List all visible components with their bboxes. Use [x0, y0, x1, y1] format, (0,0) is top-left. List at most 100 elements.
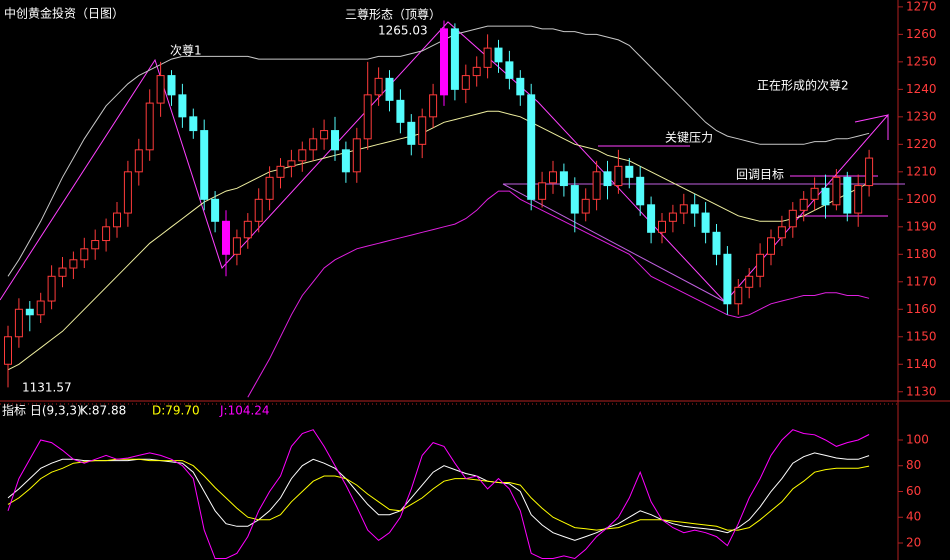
candle-body	[505, 61, 514, 79]
trend-line	[854, 114, 889, 123]
y-tick-label: 1210	[906, 164, 937, 178]
candle-body	[331, 130, 339, 151]
candle-body	[843, 176, 852, 214]
band-line	[7, 25, 870, 277]
candle-body	[603, 171, 612, 187]
y-tick-label: 1130	[906, 384, 937, 398]
y-tick-label: 1150	[906, 329, 937, 343]
y-tick-label: 20	[906, 536, 921, 550]
indicator-plot	[7, 429, 870, 560]
band-line	[247, 190, 870, 398]
candle-body	[25, 308, 34, 316]
candle-body	[712, 231, 721, 255]
candle-body	[276, 165, 285, 178]
y-tick-label: 1160	[906, 302, 937, 316]
candle-body	[47, 275, 56, 302]
y-tick-label: 1140	[906, 357, 937, 371]
low-label: 1131.57	[22, 381, 72, 395]
y-tick-label: 1240	[906, 82, 937, 96]
candle-body	[865, 157, 874, 187]
indicator-title: 指标 日(9,3,3)	[2, 403, 82, 418]
candle-body	[472, 66, 481, 77]
candle-body	[461, 75, 470, 90]
candle-body	[723, 253, 732, 305]
annotation: 三尊形态（顶尊）	[345, 7, 441, 22]
candle-body	[832, 176, 841, 206]
candle-body	[102, 226, 111, 242]
candle-body	[647, 204, 656, 233]
indicator-line	[7, 458, 870, 531]
candle-body	[374, 77, 383, 96]
candle-body	[80, 248, 89, 261]
candle-body	[538, 182, 547, 200]
candle-body	[549, 171, 557, 184]
candle-body	[243, 220, 252, 239]
y-tick-label: 1180	[906, 247, 937, 261]
candle-body	[570, 185, 579, 214]
candle-body	[134, 149, 143, 173]
annotation: 次尊1	[170, 43, 202, 58]
y-tick-label: 1270	[906, 0, 937, 13]
y-tick-label: 1200	[906, 192, 937, 206]
candle-body	[352, 138, 361, 173]
indicator-line	[7, 429, 870, 560]
candle-body	[69, 259, 78, 269]
legend-entry: K:87.88	[80, 404, 126, 418]
candle-body	[178, 94, 187, 118]
candle-body	[254, 198, 263, 222]
candle-body	[527, 94, 536, 200]
candle-body	[309, 138, 318, 151]
candle-body	[113, 212, 121, 228]
y-tick-label: 1230	[906, 109, 937, 123]
candle-body	[625, 165, 634, 178]
candle-body	[658, 220, 666, 233]
candle-body	[156, 75, 165, 104]
price-plot	[4, 20, 874, 398]
candle-body	[494, 47, 503, 63]
candle-body	[211, 198, 220, 222]
candle-body	[592, 171, 601, 200]
candle-body	[167, 75, 176, 96]
candle-body	[200, 130, 209, 200]
candle-body	[440, 28, 448, 96]
y-tick-label: 1260	[906, 27, 937, 41]
candle-body	[788, 209, 797, 228]
candle-body	[36, 300, 45, 316]
candle-body	[265, 176, 274, 200]
annotation: 回调目标	[736, 168, 784, 182]
candle-body	[745, 275, 754, 288]
candle-body	[756, 253, 765, 277]
y-tick-label: 1220	[906, 137, 937, 151]
candle-body	[341, 149, 350, 173]
y-tick-label: 80	[906, 458, 921, 472]
candle-body	[581, 198, 590, 214]
y-tick-label: 60	[906, 484, 921, 498]
candle-body	[287, 160, 296, 167]
annotation: 正在形成的次尊2	[757, 78, 849, 93]
candle-body	[516, 77, 525, 96]
candle-body	[690, 204, 699, 214]
candle-body	[668, 212, 677, 222]
candle-body	[298, 149, 307, 162]
candle-body	[123, 171, 132, 214]
candle-body	[636, 176, 645, 206]
candle-body	[429, 94, 438, 118]
candle-body	[189, 116, 198, 132]
trend-line	[502, 183, 726, 303]
legend-entry: D:79.70	[152, 404, 200, 418]
candle-body	[614, 165, 623, 187]
candle-body	[407, 121, 416, 145]
candle-body	[810, 187, 819, 200]
candle-body	[418, 116, 427, 145]
candle-body	[91, 240, 100, 250]
band-line	[7, 110, 870, 371]
candle-body	[58, 267, 67, 277]
candle-body	[767, 237, 775, 255]
candle-body	[701, 212, 710, 233]
y-tick-label: 1190	[906, 219, 937, 233]
candle-body	[483, 47, 492, 68]
candle-body	[799, 198, 808, 211]
candle-body	[363, 94, 372, 140]
candle-body	[232, 237, 241, 255]
